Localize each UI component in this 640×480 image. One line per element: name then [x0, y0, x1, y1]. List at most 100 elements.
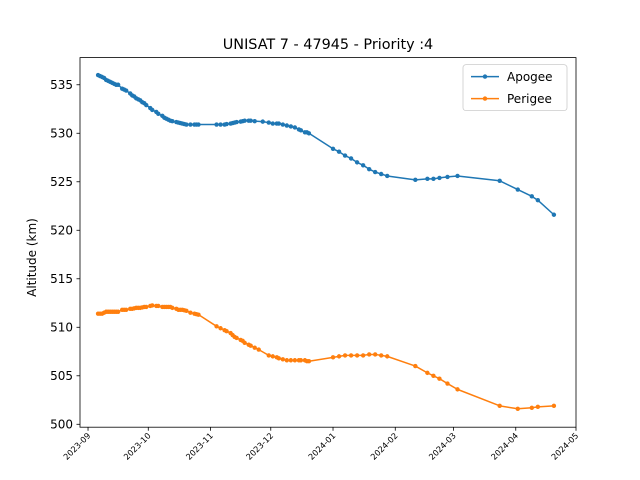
y-tick-label: 500: [50, 417, 73, 431]
apogee-point: [372, 169, 378, 175]
perigee-point: [218, 326, 223, 331]
apogee-point: [348, 156, 354, 161]
apogee-point: [306, 131, 312, 136]
perigee-point: [288, 358, 294, 363]
perigee-point: [413, 363, 418, 369]
perigee-point: [385, 354, 390, 359]
perigee-point: [455, 387, 460, 392]
apogee-point: [248, 118, 253, 123]
axes-frame: [79, 57, 577, 428]
apogee-point: [515, 187, 520, 192]
legend-marker-apogee: [482, 74, 488, 79]
perigee-point: [330, 355, 336, 360]
apogee-point: [379, 171, 384, 177]
perigee-point: [379, 353, 384, 358]
apogee-point: [288, 124, 294, 129]
apogee-point: [497, 178, 502, 183]
y-axis-label: Altitude (km): [25, 218, 39, 297]
perigee-point: [529, 405, 535, 410]
perigee-point: [354, 353, 360, 358]
perigee-point: [256, 347, 261, 352]
apogee-point: [276, 121, 281, 126]
apogee-point: [156, 111, 161, 117]
legend: Apogee Perigee: [462, 64, 568, 111]
perigee-point: [348, 353, 354, 358]
legend-label-perigee: Perigee: [507, 92, 552, 106]
apogee-point: [270, 121, 275, 126]
apogee-point: [551, 212, 557, 217]
apogee-point: [431, 176, 436, 182]
y-tick-label: 510: [50, 320, 73, 334]
perigee-point: [276, 356, 281, 361]
perigee-point: [252, 345, 257, 350]
perigee-point: [425, 370, 430, 376]
perigee-point: [292, 358, 298, 363]
apogee-point: [188, 122, 193, 127]
y-tick-label: 535: [50, 78, 73, 92]
apogee-point: [535, 198, 541, 203]
perigee-point: [515, 406, 520, 411]
apogee-point: [123, 88, 129, 93]
perigee-point: [150, 303, 155, 308]
perigee-point: [284, 358, 290, 363]
apogee-point: [425, 176, 430, 182]
perigee-point: [366, 352, 372, 357]
apogee-point: [260, 119, 265, 124]
perigee-point: [306, 359, 312, 364]
apogee-point: [292, 125, 298, 130]
y-tick-label: 530: [50, 126, 73, 140]
apogee-point: [144, 102, 149, 108]
legend-marker-perigee: [482, 96, 488, 101]
apogee-point: [115, 82, 121, 87]
apogee-point: [529, 194, 535, 199]
perigee-point: [445, 381, 450, 386]
perigee-point: [214, 324, 219, 329]
perigee-point: [298, 358, 304, 363]
apogee-point: [150, 107, 155, 113]
perigee-point: [115, 309, 121, 314]
perigee-point: [535, 404, 541, 410]
perigee-point: [266, 353, 271, 358]
perigee-point: [184, 308, 189, 313]
apogee-point: [266, 120, 271, 125]
perigee-point: [336, 354, 342, 359]
perigee-point: [431, 373, 436, 378]
perigee-point: [242, 340, 247, 345]
perigee-point: [156, 303, 161, 309]
apogee-point: [284, 123, 290, 128]
perigee-point: [280, 357, 286, 362]
legend-label-apogee: Apogee: [507, 70, 553, 84]
apogee-point: [413, 177, 418, 183]
perigee-point: [372, 352, 378, 357]
apogee-point: [242, 118, 247, 123]
perigee-point: [234, 335, 239, 341]
apogee-point: [218, 122, 223, 127]
y-tick-label: 515: [50, 272, 73, 286]
apogee-point: [330, 146, 336, 151]
perigee-point: [188, 310, 193, 315]
apogee-point: [184, 122, 189, 127]
y-tick-label: 505: [50, 369, 73, 383]
perigee-point: [248, 343, 253, 348]
perigee-point: [497, 403, 502, 409]
apogee-point: [385, 173, 390, 179]
perigee-point: [196, 312, 201, 317]
apogee-point: [455, 173, 460, 179]
y-tick-label: 520: [50, 223, 73, 237]
apogee-point: [252, 118, 257, 124]
apogee-point: [336, 149, 342, 154]
apogee-point: [354, 160, 360, 165]
chart-title: UNISAT 7 - 47945 - Priority :4: [223, 37, 433, 53]
apogee-point: [280, 122, 286, 127]
perigee-point: [551, 403, 557, 409]
perigee-point: [123, 307, 129, 313]
perigee-point: [144, 304, 149, 310]
apogee-point: [170, 118, 175, 124]
apogee-point: [214, 122, 219, 127]
apogee-point: [360, 163, 366, 168]
apogee-point: [224, 121, 229, 127]
apogee-point: [437, 175, 442, 181]
apogee-point: [366, 166, 372, 172]
perigee-point: [360, 353, 366, 358]
